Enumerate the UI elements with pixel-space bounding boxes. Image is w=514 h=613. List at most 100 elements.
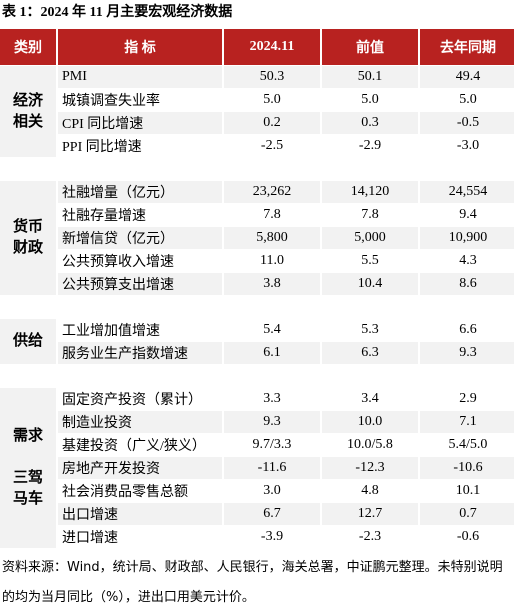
- table-row: 出口增速 6.7 12.7 0.7: [0, 503, 514, 525]
- value-cell: -2.9: [358, 138, 382, 153]
- value-cell: 14,120: [322, 181, 418, 203]
- indicator-cell: PPI 同比增速: [62, 140, 142, 155]
- indicator-cell: 社融增量（亿元）: [58, 181, 222, 203]
- value-cell: 6.7: [224, 503, 320, 525]
- indicator-cell: 社会消费品零售总额: [62, 485, 188, 500]
- value-cell: -3.0: [456, 138, 480, 153]
- table-title: 表 1：2024 年 11 月主要宏观经济数据: [2, 5, 233, 20]
- column-header: 指 标: [58, 29, 222, 65]
- indicator-cell: 新增信贷（亿元）: [58, 227, 222, 249]
- value-cell: 7.1: [420, 411, 514, 433]
- category-cell: 供给: [0, 319, 56, 364]
- column-header: 2024.11: [224, 29, 320, 65]
- value-cell: -11.6: [224, 457, 320, 479]
- value-cell: 10.0/5.8: [347, 437, 393, 452]
- value-cell: 2.9: [459, 391, 477, 406]
- footnote: 资料来源：Wind，统计局、财政部、人民银行，海关总署，中证鹏元整理。未特别说明…: [2, 560, 503, 605]
- indicator-cell: 制造业投资: [58, 411, 222, 433]
- value-cell: 5.5: [361, 253, 379, 268]
- value-cell: 4.8: [361, 483, 379, 498]
- value-cell: 10,900: [420, 227, 514, 249]
- category-cell: 货币 财政: [0, 181, 56, 295]
- table-row: 服务业生产指数增速 6.1 6.3 9.3: [0, 342, 514, 364]
- value-cell: 5,800: [224, 227, 320, 249]
- table-row: 房地产开发投资 -11.6 -12.3 -10.6: [0, 457, 514, 479]
- value-cell: 3.3: [263, 391, 281, 406]
- indicator-cell: 基建投资（广义/狭义）: [62, 439, 206, 454]
- table-row: 经济 相关 PMI 50.3 50.1 49.4: [0, 66, 514, 157]
- indicator-cell: 城镇调查失业率: [62, 94, 160, 109]
- table-row: 需求 三驾 马车 固定资产投资（累计） 3.3 3.4 2.9: [0, 388, 514, 548]
- value-cell: 3.4: [361, 391, 379, 406]
- value-cell: 10.4: [322, 273, 418, 295]
- separator-cell: [0, 365, 514, 387]
- value-cell: -10.6: [420, 457, 514, 479]
- column-header: 类别: [0, 29, 56, 65]
- value-cell: 9.3: [420, 342, 514, 364]
- value-cell: 6.3: [322, 342, 418, 364]
- separator-cell: [0, 296, 514, 318]
- group-separator: [0, 296, 514, 318]
- value-cell: 5.3: [361, 322, 379, 337]
- value-cell: 24,554: [420, 181, 514, 203]
- value-cell: 10.1: [455, 483, 481, 498]
- value-cell: 5.4/5.0: [448, 437, 488, 452]
- table-row: 城镇调查失业率 5.0 5.0 5.0: [0, 89, 514, 111]
- value-cell: -3.9: [260, 529, 284, 544]
- value-cell: 5.4: [263, 322, 281, 337]
- value-cell: 50.1: [322, 66, 418, 88]
- value-cell: -12.3: [322, 457, 418, 479]
- indicator-cell: 出口增速: [58, 503, 222, 525]
- table-row: PPI 同比增速 -2.5 -2.9 -3.0: [0, 135, 514, 157]
- value-cell: 6.6: [459, 322, 477, 337]
- value-cell: -0.6: [456, 529, 480, 544]
- indicator-cell: 公共预算收入增速: [62, 255, 174, 270]
- value-cell: 8.6: [420, 273, 514, 295]
- category-cell: 需求 三驾 马车: [0, 388, 56, 548]
- table-row: 社融存量增速 7.8 7.8 9.4: [0, 204, 514, 226]
- indicator-cell: PMI: [58, 66, 222, 88]
- indicator-cell: 社融存量增速: [62, 209, 146, 224]
- indicator-cell: 工业增加值增速: [62, 324, 160, 339]
- value-cell: 23,262: [224, 181, 320, 203]
- category-text: 相关: [12, 113, 43, 130]
- category-cell: 经济 相关: [0, 66, 56, 157]
- table-row: 新增信贷（亿元） 5,800 5,000 10,900: [0, 227, 514, 249]
- value-cell: 0.7: [420, 503, 514, 525]
- category-text: 供给: [12, 333, 43, 349]
- indicator-cell: 房地产开发投资: [58, 457, 222, 479]
- value-cell: 6.1: [224, 342, 320, 364]
- category-text: 货币: [12, 219, 43, 235]
- indicator-cell: CPI 同比增速: [58, 112, 222, 134]
- table-row: 制造业投资 9.3 10.0 7.1: [0, 411, 514, 433]
- value-cell: 0.2: [224, 112, 320, 134]
- value-cell: 50.3: [224, 66, 320, 88]
- table-row: 公共预算收入增速 11.0 5.5 4.3: [0, 250, 514, 272]
- table-row: 公共预算支出增速 3.8 10.4 8.6: [0, 273, 514, 295]
- column-header: 去年同期: [420, 29, 514, 65]
- value-cell: 9.4: [459, 207, 477, 222]
- table-row: 社会消费品零售总额 3.0 4.8 10.1: [0, 480, 514, 502]
- group-separator: [0, 365, 514, 387]
- value-cell: 3.0: [263, 483, 281, 498]
- value-cell: 0.3: [322, 112, 418, 134]
- value-cell: 7.8: [263, 207, 281, 222]
- table-row: 基建投资（广义/狭义） 9.7/3.3 10.0/5.8 5.4/5.0: [0, 434, 514, 456]
- value-cell: 5,000: [322, 227, 418, 249]
- value-cell: 12.7: [322, 503, 418, 525]
- value-cell: 49.4: [420, 66, 514, 88]
- data-table: 类别指 标 2024.11 前值 去年同期 经济 相关 PMI 50.3 50.1 49.4 城镇…: [0, 28, 514, 549]
- group-separator: [0, 158, 514, 180]
- value-cell: 5.0: [263, 92, 281, 107]
- table-row: CPI 同比增速 0.2 0.3 -0.5: [0, 112, 514, 134]
- value-cell: 5.0: [361, 92, 379, 107]
- indicator-cell: 服务业生产指数增速: [58, 342, 222, 364]
- column-header: 前值: [322, 29, 418, 65]
- value-cell: 10.0: [322, 411, 418, 433]
- indicator-cell: 公共预算支出增速: [58, 273, 222, 295]
- category-text: 经济: [12, 92, 43, 109]
- table-row: 进口增速 -3.9 -2.3 -0.6: [0, 526, 514, 548]
- value-cell: -2.3: [358, 529, 382, 544]
- header-row: 类别指 标 2024.11 前值 去年同期: [0, 29, 514, 65]
- table-row: 供给 工业增加值增速 5.4 5.3 6.6: [0, 319, 514, 364]
